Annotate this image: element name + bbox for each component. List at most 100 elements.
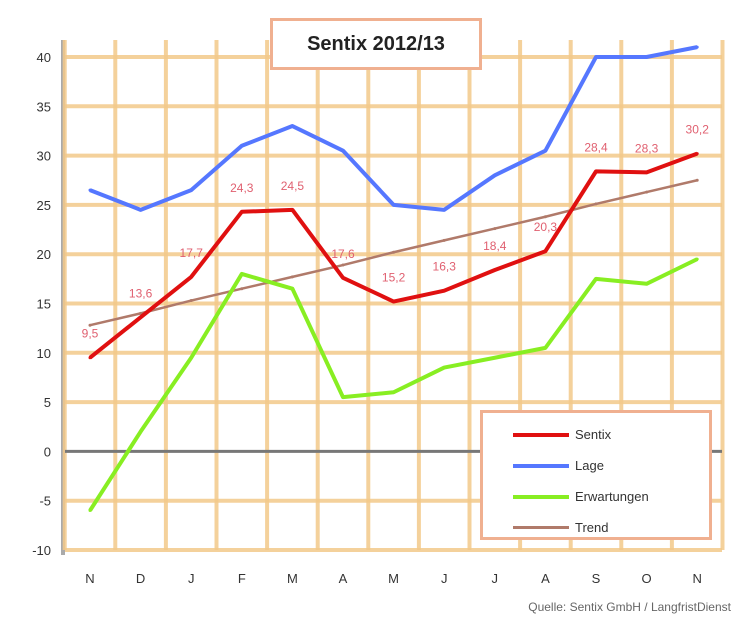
data-point-lage	[392, 203, 396, 207]
data-label: 30,2	[686, 123, 710, 137]
data-point-lage	[240, 144, 244, 148]
data-point-trend	[543, 215, 547, 219]
data-point-lage	[139, 208, 143, 212]
data-point-erwartungen	[645, 282, 649, 286]
data-point-sentix	[88, 356, 92, 360]
x-tick-label: J	[188, 571, 195, 586]
data-point-erwartungen	[189, 356, 193, 360]
data-point-lage	[493, 173, 497, 177]
x-tick-label: F	[238, 571, 246, 586]
y-tick-label: -5	[39, 494, 51, 509]
source-note: Quelle: Sentix GmbH / LangfristDienst	[528, 600, 731, 614]
legend-item-erwartungen: Erwartungen	[513, 481, 709, 512]
data-point-lage	[189, 188, 193, 192]
data-label: 28,4	[584, 140, 608, 154]
x-tick-label: M	[388, 571, 399, 586]
data-point-erwartungen	[88, 509, 92, 513]
data-label: 20,3	[534, 220, 558, 234]
data-point-trend	[645, 190, 649, 194]
data-label: 18,4	[483, 239, 507, 253]
data-point-trend	[290, 275, 294, 279]
x-tick-label: D	[136, 571, 145, 586]
legend-item-lage: Lage	[513, 450, 709, 481]
data-label: 17,6	[331, 247, 355, 261]
data-label: 13,6	[129, 286, 153, 300]
data-point-lage	[290, 124, 294, 128]
data-point-lage	[543, 149, 547, 153]
data-point-sentix	[392, 300, 396, 304]
data-point-erwartungen	[341, 395, 345, 399]
data-point-sentix	[240, 210, 244, 214]
y-tick-label: 30	[37, 149, 51, 164]
data-point-lage	[341, 149, 345, 153]
x-tick-label: J	[492, 571, 499, 586]
data-point-trend	[493, 227, 497, 231]
data-point-erwartungen	[290, 287, 294, 291]
data-point-sentix	[442, 289, 446, 293]
data-label: 24,3	[230, 181, 254, 195]
legend-item-trend: Trend	[513, 512, 709, 543]
x-tick-label: M	[287, 571, 298, 586]
data-point-trend	[594, 202, 598, 206]
data-point-sentix	[139, 315, 143, 319]
y-tick-label: 15	[37, 297, 51, 312]
data-point-trend	[341, 263, 345, 267]
data-point-sentix	[341, 276, 345, 280]
x-tick-label: A	[541, 571, 550, 586]
data-point-sentix	[695, 152, 699, 156]
y-tick-label: 0	[44, 444, 51, 459]
legend: Sentix Lage Erwartungen Trend	[480, 410, 712, 540]
data-point-sentix	[290, 208, 294, 212]
data-point-erwartungen	[493, 356, 497, 360]
data-label: 16,3	[433, 260, 457, 274]
data-point-erwartungen	[442, 366, 446, 370]
data-point-sentix	[493, 268, 497, 272]
data-point-lage	[645, 55, 649, 59]
data-point-erwartungen	[543, 346, 547, 350]
x-tick-label: N	[85, 571, 94, 586]
chart-title: Sentix 2012/13	[270, 18, 482, 70]
data-point-sentix	[189, 275, 193, 279]
data-point-sentix	[594, 169, 598, 173]
legend-swatch	[513, 432, 569, 437]
data-point-erwartungen	[240, 272, 244, 276]
data-label: 24,5	[281, 179, 305, 193]
data-label: 9,5	[82, 327, 99, 341]
legend-swatch	[513, 526, 569, 529]
legend-label: Erwartungen	[575, 489, 649, 504]
data-label: 28,3	[635, 141, 659, 155]
data-point-trend	[139, 311, 143, 315]
legend-label: Trend	[575, 520, 609, 535]
legend-swatch	[513, 463, 569, 468]
legend-label: Sentix	[575, 427, 612, 442]
x-tick-label: S	[592, 571, 601, 586]
data-point-sentix	[645, 170, 649, 174]
y-tick-label: 25	[37, 198, 51, 213]
data-point-trend	[392, 250, 396, 254]
y-tick-label: 40	[37, 50, 51, 65]
data-point-erwartungen	[695, 257, 699, 261]
data-point-erwartungen	[139, 430, 143, 434]
data-point-erwartungen	[594, 277, 598, 281]
x-tick-label: O	[642, 571, 652, 586]
data-point-trend	[442, 238, 446, 242]
legend-swatch	[513, 494, 569, 499]
data-point-trend	[189, 299, 193, 303]
data-point-lage	[88, 188, 92, 192]
y-tick-label: -10	[32, 543, 51, 558]
legend-label: Lage	[575, 458, 604, 473]
x-tick-label: A	[339, 571, 348, 586]
y-tick-label: 35	[37, 99, 51, 114]
data-point-lage	[442, 208, 446, 212]
data-point-sentix	[543, 249, 547, 253]
x-tick-label: N	[693, 571, 702, 586]
y-tick-label: 10	[37, 346, 51, 361]
y-tick-label: 5	[44, 395, 51, 410]
data-point-trend	[88, 323, 92, 327]
data-label: 15,2	[382, 271, 406, 285]
data-point-trend	[695, 178, 699, 182]
y-tick-label: 20	[37, 247, 51, 262]
x-tick-label: J	[441, 571, 448, 586]
